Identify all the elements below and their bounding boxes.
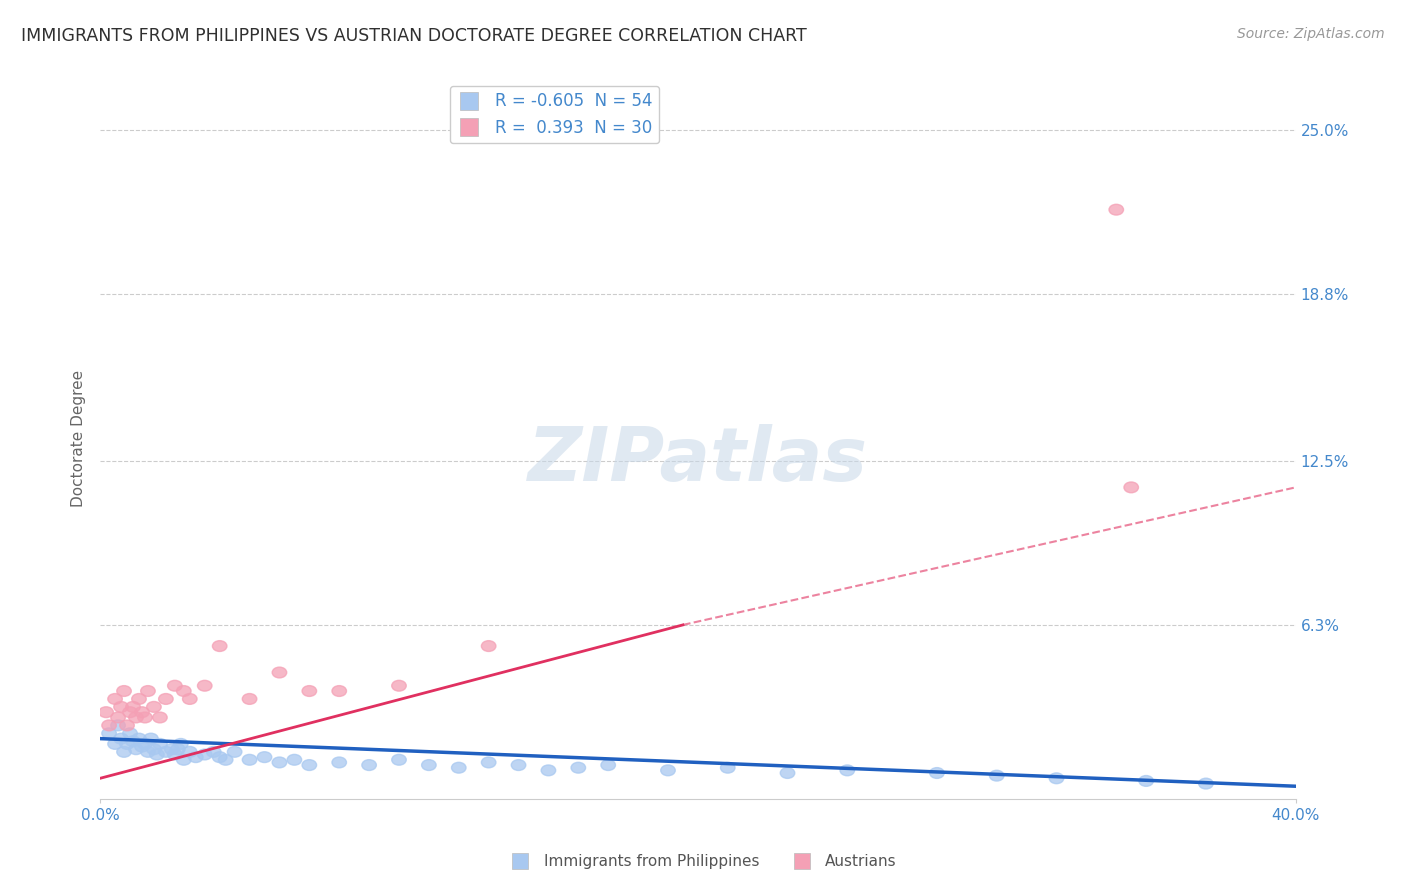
Ellipse shape (929, 768, 945, 779)
Ellipse shape (177, 755, 191, 765)
Ellipse shape (212, 640, 226, 651)
Ellipse shape (287, 755, 302, 765)
Ellipse shape (149, 749, 165, 760)
Ellipse shape (141, 747, 155, 757)
Ellipse shape (183, 747, 197, 757)
Ellipse shape (512, 760, 526, 771)
Ellipse shape (481, 640, 496, 651)
Ellipse shape (129, 744, 143, 755)
Ellipse shape (1123, 482, 1139, 492)
Ellipse shape (98, 706, 114, 717)
Ellipse shape (228, 747, 242, 757)
Ellipse shape (120, 720, 135, 731)
Ellipse shape (177, 686, 191, 697)
Ellipse shape (108, 739, 122, 749)
Text: ZIPatlas: ZIPatlas (527, 424, 868, 497)
Ellipse shape (122, 728, 138, 739)
Ellipse shape (114, 701, 128, 713)
Ellipse shape (170, 744, 186, 755)
Ellipse shape (183, 694, 197, 705)
Ellipse shape (242, 755, 257, 765)
Ellipse shape (132, 694, 146, 705)
Ellipse shape (481, 757, 496, 768)
Ellipse shape (138, 739, 152, 749)
Legend: Immigrants from Philippines, Austrians: Immigrants from Philippines, Austrians (503, 848, 903, 875)
Ellipse shape (990, 771, 1004, 781)
Ellipse shape (242, 694, 257, 705)
Ellipse shape (273, 757, 287, 768)
Ellipse shape (167, 681, 183, 691)
Ellipse shape (146, 744, 162, 755)
Ellipse shape (302, 760, 316, 771)
Ellipse shape (117, 747, 131, 757)
Ellipse shape (1049, 772, 1064, 784)
Ellipse shape (143, 733, 159, 744)
Ellipse shape (302, 686, 316, 697)
Text: Source: ZipAtlas.com: Source: ZipAtlas.com (1237, 27, 1385, 41)
Y-axis label: Doctorate Degree: Doctorate Degree (72, 370, 86, 507)
Ellipse shape (332, 757, 346, 768)
Ellipse shape (132, 733, 146, 744)
Ellipse shape (257, 752, 271, 763)
Ellipse shape (188, 752, 202, 763)
Ellipse shape (600, 760, 616, 771)
Legend: R = -0.605  N = 54, R =  0.393  N = 30: R = -0.605 N = 54, R = 0.393 N = 30 (450, 86, 659, 144)
Ellipse shape (111, 712, 125, 723)
Ellipse shape (661, 765, 675, 776)
Ellipse shape (135, 741, 149, 752)
Ellipse shape (117, 686, 131, 697)
Ellipse shape (101, 728, 117, 739)
Ellipse shape (571, 763, 585, 773)
Ellipse shape (197, 681, 212, 691)
Ellipse shape (141, 686, 155, 697)
Ellipse shape (541, 765, 555, 776)
Ellipse shape (392, 681, 406, 691)
Ellipse shape (159, 747, 173, 757)
Ellipse shape (1109, 204, 1123, 215)
Ellipse shape (108, 694, 122, 705)
Ellipse shape (1199, 778, 1213, 789)
Ellipse shape (153, 712, 167, 723)
Ellipse shape (138, 712, 152, 723)
Ellipse shape (422, 760, 436, 771)
Ellipse shape (125, 736, 141, 747)
Ellipse shape (111, 720, 125, 731)
Ellipse shape (1139, 775, 1153, 787)
Ellipse shape (135, 706, 149, 717)
Ellipse shape (146, 701, 162, 713)
Ellipse shape (218, 755, 233, 765)
Ellipse shape (332, 686, 346, 697)
Ellipse shape (207, 747, 221, 757)
Ellipse shape (101, 720, 117, 731)
Ellipse shape (129, 712, 143, 723)
Ellipse shape (125, 701, 141, 713)
Ellipse shape (153, 739, 167, 749)
Ellipse shape (273, 667, 287, 678)
Ellipse shape (165, 744, 179, 755)
Ellipse shape (197, 749, 212, 760)
Ellipse shape (173, 739, 188, 749)
Text: IMMIGRANTS FROM PHILIPPINES VS AUSTRIAN DOCTORATE DEGREE CORRELATION CHART: IMMIGRANTS FROM PHILIPPINES VS AUSTRIAN … (21, 27, 807, 45)
Ellipse shape (122, 706, 138, 717)
Ellipse shape (114, 733, 128, 744)
Ellipse shape (839, 765, 855, 776)
Ellipse shape (159, 694, 173, 705)
Ellipse shape (780, 768, 794, 779)
Ellipse shape (451, 763, 465, 773)
Ellipse shape (392, 755, 406, 765)
Ellipse shape (120, 739, 135, 749)
Ellipse shape (212, 752, 226, 763)
Ellipse shape (361, 760, 377, 771)
Ellipse shape (167, 749, 183, 760)
Ellipse shape (720, 763, 735, 773)
